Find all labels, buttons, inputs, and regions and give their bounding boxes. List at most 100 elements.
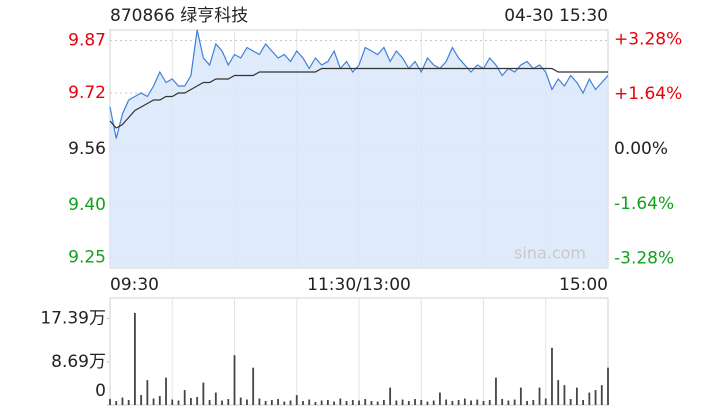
volume-bar: [582, 400, 584, 405]
volume-bar: [607, 367, 609, 405]
volume-bar: [345, 401, 348, 405]
volume-bar: [414, 399, 416, 405]
volume-bar: [246, 399, 248, 405]
volume-bar: [127, 400, 130, 405]
volume-bar: [152, 398, 155, 405]
volume-bar: [277, 399, 279, 405]
volume-bar: [389, 387, 392, 405]
volume-bar: [295, 395, 298, 405]
volume-bar: [526, 401, 528, 405]
volume-bar: [557, 380, 560, 405]
volume-bar: [488, 400, 491, 405]
y-tick-label: 9.56: [68, 139, 106, 159]
volume-bar: [451, 401, 454, 405]
volume-bar: [383, 400, 385, 405]
volume-bar: [202, 382, 205, 405]
volume-bar: [109, 399, 111, 405]
volume-bar: [594, 390, 597, 405]
y-tick-label: 9.40: [68, 195, 106, 215]
volume-tick-label: 0: [95, 381, 106, 401]
timestamp: 04-30 15:30: [504, 6, 608, 26]
x-tick-label: 11:30/13:00: [307, 275, 411, 295]
volume-bar: [258, 398, 261, 405]
volume-bar: [495, 377, 497, 405]
volume-bar: [196, 397, 199, 405]
volume-bar: [121, 397, 124, 405]
volume-bar: [432, 400, 435, 405]
price-line: [109, 29, 609, 139]
volume-bar: [252, 367, 255, 405]
volume-bar: [140, 395, 143, 405]
volume-bar: [314, 402, 317, 405]
volume-bar: [358, 400, 360, 405]
volume-tick-label: 8.69万: [51, 352, 106, 372]
volume-bar: [519, 387, 522, 405]
y-tick-label: 9.25: [68, 248, 106, 268]
volume-bar: [457, 400, 460, 405]
volume-bar: [569, 399, 572, 405]
chart-title: 870866 绿亨科技: [110, 6, 248, 26]
volume-tick-label: 17.39万: [40, 308, 106, 328]
watermark: sina.com: [514, 244, 586, 263]
volume-bar: [333, 401, 335, 405]
volume-bar: [544, 398, 547, 405]
volume-bar: [270, 400, 273, 405]
volume-bar: [445, 399, 448, 405]
volume-bar: [233, 355, 236, 405]
volume-bar: [221, 400, 223, 405]
volume-bar: [463, 398, 466, 405]
volume-bar: [532, 400, 535, 405]
volume-bar: [339, 398, 342, 405]
volume-bar: [208, 400, 211, 405]
y2-tick-label: -3.28%: [614, 249, 674, 269]
volume-bar: [476, 399, 479, 405]
volume-bar: [575, 387, 578, 405]
volume-bar: [134, 312, 136, 405]
volume-bar: [264, 401, 267, 405]
y2-tick-label: +3.28%: [614, 29, 682, 49]
y-tick-label: 9.72: [68, 83, 106, 103]
price-area: [110, 30, 608, 268]
volume-bar: [401, 399, 404, 405]
volume-bar: [320, 400, 323, 405]
volume-bar: [600, 385, 603, 405]
average-line: [109, 67, 608, 129]
volume-bar: [551, 347, 553, 405]
volume-bar: [165, 377, 167, 405]
volume-bar: [513, 399, 516, 405]
volume-bar: [395, 400, 398, 405]
volume-bar: [420, 400, 423, 405]
volume-bar: [308, 399, 311, 405]
volume-bar: [439, 392, 441, 405]
volume-bar: [470, 400, 472, 405]
volume-bar: [370, 401, 373, 405]
volume-bar: [501, 399, 504, 405]
volume-bar: [563, 385, 566, 405]
volume-bar: [302, 401, 304, 405]
y-tick-label: 9.87: [68, 31, 106, 51]
x-tick-label: 15:00: [559, 275, 608, 295]
volume-bar: [190, 398, 192, 405]
volume-bar: [283, 401, 286, 405]
volume-bar: [538, 387, 541, 405]
volume-bar: [171, 399, 174, 405]
volume-bar: [588, 392, 591, 405]
volume-bar: [177, 400, 180, 405]
volume-bar: [146, 380, 149, 405]
volume-bar: [115, 401, 118, 405]
volume-bar: [289, 400, 292, 405]
volume-bar: [158, 396, 161, 405]
volume-bar: [227, 399, 230, 405]
volume-bar: [326, 400, 329, 405]
volume-bar: [183, 390, 186, 405]
volume-bar: [507, 400, 510, 405]
volume-bar: [239, 397, 242, 405]
y2-tick-label: -1.64%: [614, 194, 674, 214]
volume-bar: [407, 401, 410, 405]
volume-bar: [351, 400, 354, 405]
x-tick-label: 09:30: [110, 275, 159, 295]
volume-bar: [214, 392, 217, 405]
y2-tick-label: 0.00%: [614, 139, 668, 159]
volume-bar: [376, 401, 379, 405]
